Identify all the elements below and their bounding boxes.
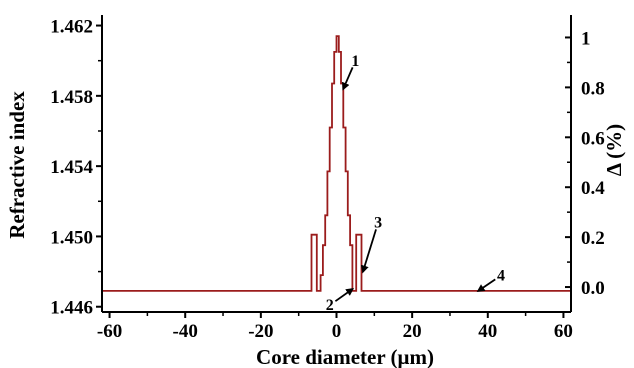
y2-tick-label: 0.0 [581, 278, 605, 299]
x-tick-label: 20 [403, 321, 422, 342]
annotation-label-1: 1 [351, 53, 359, 70]
x-tick-label: 40 [478, 321, 497, 342]
x-axis-title: Core diameter (μm) [256, 345, 434, 368]
annotation-label-2: 2 [326, 297, 334, 314]
y2-tick-label: 0.6 [581, 128, 605, 149]
annotation-arrow-4 [476, 278, 496, 293]
y-tick-label: 1.454 [50, 157, 93, 178]
x-tick-label: 0 [332, 321, 342, 342]
y-tick-label: 1.458 [50, 87, 93, 108]
series-line-0 [102, 35, 571, 292]
y-tick-label: 1.462 [50, 17, 93, 38]
annotation-label-3: 3 [374, 215, 382, 232]
annotation-label-4: 4 [497, 267, 505, 284]
y-axis-title: Refractive index [5, 91, 29, 239]
annotation-arrow-1 [342, 67, 354, 91]
y2-axis-title: Δ (%) [602, 124, 626, 176]
y2-tick-label: 0.8 [581, 78, 605, 99]
x-tick-label: -20 [248, 321, 273, 342]
y-tick-label: 1.446 [50, 298, 93, 319]
y-tick-label: 1.450 [50, 227, 93, 248]
annotation-arrow-2 [334, 287, 355, 302]
y2-tick-label: 1 [581, 28, 591, 49]
y2-tick-label: 0.2 [581, 228, 605, 249]
x-tick-label: -40 [173, 321, 198, 342]
x-tick-label: -60 [97, 321, 122, 342]
y2-tick-label: 0.4 [581, 178, 605, 199]
x-tick-label: 60 [554, 321, 573, 342]
annotations: 1 2 3 4 [326, 53, 505, 314]
annotation-arrow-3 [360, 229, 377, 274]
plot-area [102, 35, 571, 292]
axes: -60 -40 -20 0 20 40 60 1.446 1.450 1.454 1.458 1.46… [50, 15, 605, 342]
